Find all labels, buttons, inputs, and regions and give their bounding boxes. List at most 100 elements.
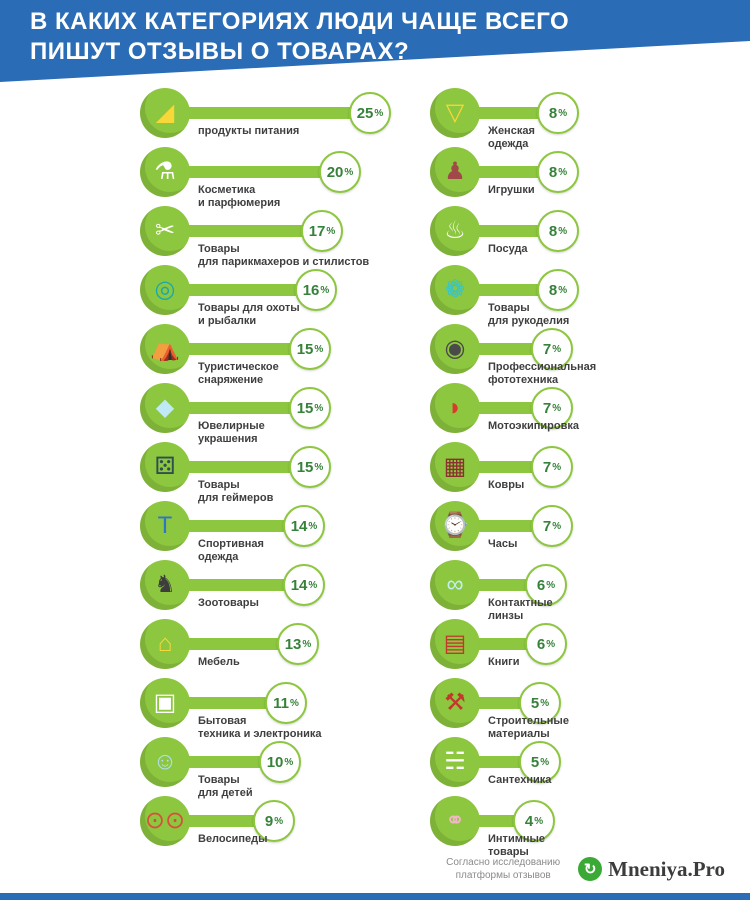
gamepad-icon: ⚄ [140, 442, 190, 492]
value-bar [165, 756, 280, 768]
category-row: ☺ 10% Товары для детей [140, 737, 430, 799]
tshirt-icon: T [140, 501, 190, 551]
percent-sign: % [344, 166, 354, 178]
value-number: 15 [296, 458, 314, 476]
value-bar [455, 166, 558, 178]
percent-sign: % [302, 638, 312, 650]
contact-lenses-icon: ∞ [430, 560, 480, 610]
scissors-icon: ✂ [140, 206, 190, 256]
value-number: 8 [548, 222, 558, 240]
icon-glyph: ♨ [444, 217, 466, 244]
value-number: 13 [284, 635, 302, 653]
category-row: ⚄ 15% Товары для геймеров [140, 442, 430, 504]
value-bar [165, 166, 340, 178]
category-label: Ювелирные украшения [198, 420, 265, 445]
value-bubble: 7% [531, 505, 573, 547]
value-bar [165, 284, 316, 296]
value-number: 5 [530, 753, 540, 771]
category-label: Игрушки [488, 184, 535, 196]
percent-sign: % [274, 815, 284, 827]
value-number: 7 [542, 399, 552, 417]
value-bubble: 4% [513, 800, 555, 842]
value-bubble: 11% [265, 682, 307, 724]
value-number: 7 [542, 340, 552, 358]
value-number: 5 [530, 694, 540, 712]
category-row: ✂ 17% Товары для парикмахеров и стилисто… [140, 206, 430, 268]
category-label: Контактные линзы [488, 597, 553, 622]
value-number: 25 [356, 104, 374, 122]
icon-glyph: ⛺ [150, 335, 180, 362]
value-bar [165, 638, 298, 650]
cat-icon: ♞ [140, 560, 190, 610]
value-bar [455, 225, 558, 237]
value-bubble: 5% [519, 741, 561, 783]
percent-sign: % [552, 461, 562, 473]
category-row: ⚗ 20% Косметика и парфюмерия [140, 147, 430, 209]
value-bubble: 14% [283, 564, 325, 606]
value-bubble: 8% [537, 151, 579, 193]
icon-glyph: ▤ [443, 630, 467, 657]
value-bubble: 15% [289, 446, 331, 488]
category-row: ♞ 14% Зоотовары [140, 560, 430, 619]
category-row: ⛺ 15% Туристическое снаряжение [140, 324, 430, 386]
icon-glyph: ♞ [154, 571, 176, 598]
page-title-line1: В КАКИХ КАТЕГОРИЯХ ЛЮДИ ЧАЩЕ ВСЕГО [30, 8, 570, 35]
category-label: Спортивная одежда [198, 538, 264, 563]
category-row: ♟ 8% Игрушки [430, 147, 750, 206]
bricks-icon: ⚒ [430, 678, 480, 728]
value-number: 9 [264, 812, 274, 830]
icon-glyph: ⚗ [154, 158, 176, 185]
value-number: 4 [524, 812, 534, 830]
value-bubble: 15% [289, 328, 331, 370]
category-row: ▤ 6% Книги [430, 619, 750, 678]
value-number: 8 [548, 104, 558, 122]
percent-sign: % [558, 284, 568, 296]
value-bar [165, 461, 310, 473]
category-label: Товары для геймеров [198, 479, 274, 504]
brand-name: Mneniya.Pro [608, 856, 725, 881]
percent-sign: % [552, 402, 562, 414]
category-label: Товары для парикмахеров и стилистов [198, 243, 370, 268]
category-row: ◆ 15% Ювелирные украшения [140, 383, 430, 445]
source-line1: Согласно исследованию [446, 857, 561, 868]
percent-sign: % [314, 461, 324, 473]
category-label: Ковры [488, 479, 525, 491]
category-label: Зоотовары [198, 597, 259, 609]
baby-icon: ☺ [140, 737, 190, 787]
category-row: ▦ 7% Ковры [430, 442, 750, 501]
icon-glyph: ▦ [443, 453, 467, 480]
category-label: Профессиональная фототехника [488, 361, 597, 386]
value-bubble: 14% [283, 505, 325, 547]
carpet-icon: ▦ [430, 442, 480, 492]
percent-sign: % [374, 107, 384, 119]
bicycle-icon: ⊙⊙ [140, 796, 190, 846]
category-label: продукты питания [198, 125, 300, 137]
percent-sign: % [314, 402, 324, 414]
icon-glyph: ◎ [154, 276, 176, 303]
brand-logo: ↻ Mneniya.Pro [578, 857, 725, 882]
watch-icon: ⌚ [430, 501, 480, 551]
category-row: ▣ 11% Бытовая техника и электроника [140, 678, 430, 740]
percent-sign: % [558, 225, 568, 237]
sofa-icon: ⌂ [140, 619, 190, 669]
page-title-line2: ПИШУТ ОТЗЫВЫ О ТОВАРАХ? [30, 38, 410, 65]
bottom-accent-strip [0, 893, 750, 900]
percent-sign: % [534, 815, 544, 827]
category-row: ⚭ 4% Интимные товары [430, 796, 750, 858]
value-bubble: 20% [319, 151, 361, 193]
camera-icon: ◉ [430, 324, 480, 374]
icon-glyph: ⚄ [154, 453, 176, 480]
percent-sign: % [558, 166, 568, 178]
icon-glyph: ▽ [445, 99, 465, 126]
value-bar [165, 697, 286, 709]
icon-glyph: ◆ [155, 394, 175, 421]
percent-sign: % [546, 579, 556, 591]
value-bubble: 17% [301, 210, 343, 252]
icon-glyph: ⌂ [157, 630, 173, 657]
helmet-icon: ◗ [430, 383, 480, 433]
origami-icon: ❁ [430, 265, 480, 315]
category-label: Часы [488, 538, 518, 550]
source-line2: платформы отзывов [455, 870, 551, 881]
percent-sign: % [308, 579, 318, 591]
